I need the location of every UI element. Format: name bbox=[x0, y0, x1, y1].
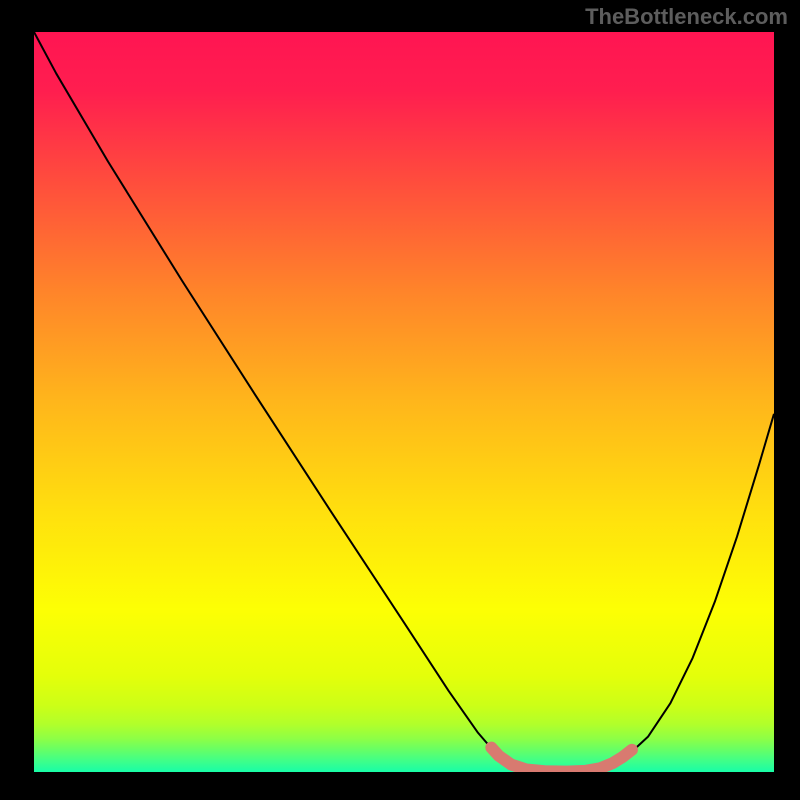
bottleneck-curve bbox=[34, 32, 774, 772]
optimal-highlight bbox=[491, 748, 632, 772]
curve-layer bbox=[34, 32, 774, 772]
plot-area bbox=[34, 32, 774, 772]
watermark-text: TheBottleneck.com bbox=[585, 4, 788, 30]
chart-container: TheBottleneck.com bbox=[0, 0, 800, 800]
